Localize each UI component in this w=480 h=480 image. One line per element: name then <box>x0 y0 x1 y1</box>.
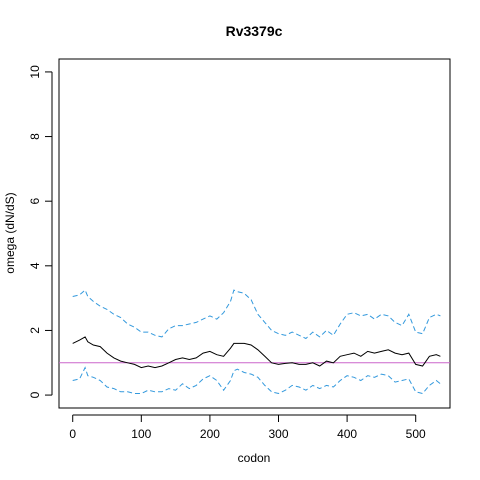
y-tick-label: 2 <box>28 327 42 334</box>
x-tick-label: 400 <box>337 427 357 441</box>
series-line-lower <box>72 366 441 395</box>
x-tick-label: 200 <box>200 427 220 441</box>
chart-title: Rv3379c <box>226 23 283 39</box>
y-tick-label: 10 <box>28 65 42 79</box>
x-axis-label: codon <box>238 451 271 465</box>
x-axis: 0 100 200 300 400 500 <box>69 414 426 441</box>
x-tick-label: 300 <box>268 427 288 441</box>
y-tick-label: 8 <box>28 133 42 140</box>
y-tick-label: 6 <box>28 198 42 205</box>
x-tick-label: 100 <box>131 427 151 441</box>
plot-frame <box>58 58 451 409</box>
x-tick-label: 500 <box>406 427 426 441</box>
series-line-upper <box>72 289 441 340</box>
y-tick-label: 0 <box>28 391 42 398</box>
y-axis-label: omega (dN/dS) <box>3 192 17 273</box>
x-tick-label: 0 <box>69 427 76 441</box>
series-line-estimate <box>72 336 441 369</box>
y-axis: 0 2 4 6 8 10 <box>28 65 53 398</box>
series-group <box>59 289 450 395</box>
y-tick-label: 4 <box>28 262 42 269</box>
